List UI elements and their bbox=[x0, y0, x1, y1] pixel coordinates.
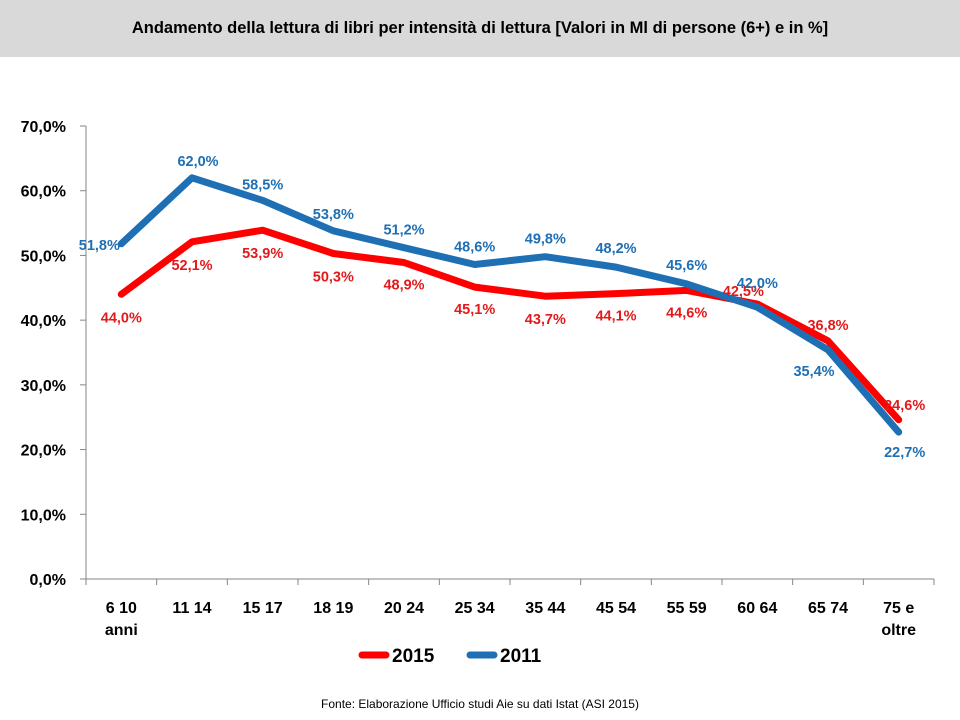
y-tick-label: 50,0% bbox=[21, 248, 66, 265]
data-label-2011: 58,5% bbox=[242, 177, 283, 193]
series-line-2011 bbox=[117, 174, 903, 436]
data-label-2015: 44,1% bbox=[595, 309, 636, 325]
x-tick-label: 35 44 bbox=[525, 600, 565, 617]
data-label-2015: 44,6% bbox=[666, 305, 707, 321]
source-note: Fonte: Elaborazione Ufficio studi Aie su… bbox=[321, 697, 639, 711]
y-tick-label: 40,0% bbox=[21, 313, 66, 330]
data-label-2011: 35,4% bbox=[793, 364, 834, 380]
series-line-2015 bbox=[117, 226, 903, 424]
chart-title: Andamento della lettura di libri per int… bbox=[131, 19, 829, 37]
data-label-2015: 50,3% bbox=[313, 269, 354, 285]
data-label-2015: 48,9% bbox=[383, 278, 424, 294]
x-tick-label: 60 64 bbox=[737, 600, 777, 617]
data-labels: 44,0% 52,1% 53,9% 50,3% 48,9% 45,1% 43,7% 44,1%… bbox=[79, 154, 926, 461]
data-label-2011: 51,8% bbox=[79, 238, 120, 254]
data-label-2011: 62,0% bbox=[177, 154, 218, 170]
data-label-2015: 43,7% bbox=[525, 312, 566, 328]
data-label-2015: 45,1% bbox=[454, 302, 495, 318]
legend: 2015 2011 bbox=[358, 646, 542, 667]
x-tick-label: 75 e oltre bbox=[881, 600, 916, 639]
x-tick-label: 25 34 bbox=[455, 600, 495, 617]
data-label-2011: 53,8% bbox=[313, 207, 354, 223]
legend-label-2011: 2011 bbox=[500, 646, 542, 667]
y-tick-label: 0,0% bbox=[30, 572, 66, 589]
data-label-2011: 22,7% bbox=[884, 445, 925, 461]
data-label-2011: 51,2% bbox=[383, 223, 424, 239]
data-label-2015: 42,5% bbox=[723, 284, 764, 300]
y-tick-label: 60,0% bbox=[21, 184, 66, 201]
y-tick-label: 10,0% bbox=[21, 507, 66, 524]
title-bar: Andamento della lettura di libri per int… bbox=[0, 0, 960, 57]
x-tick-label: 20 24 bbox=[384, 600, 424, 617]
data-label-2015: 36,8% bbox=[807, 318, 848, 334]
data-label-2011: 49,8% bbox=[525, 232, 566, 248]
data-label-2011: 48,6% bbox=[454, 239, 495, 255]
x-tick-label: 65 74 bbox=[808, 600, 848, 617]
y-tick-label: 70,0% bbox=[21, 119, 66, 136]
y-tick-label: 30,0% bbox=[21, 378, 66, 395]
x-tick-label: 6 10 anni bbox=[105, 600, 138, 639]
y-tick-label: 20,0% bbox=[21, 443, 66, 460]
chart-axes: 0,0% 10,0% 20,0% 30,0% 40,0% 50,0% 60,0% 70,0% 6… bbox=[21, 119, 935, 639]
data-label-2015: 44,0% bbox=[101, 310, 142, 326]
x-tick-label: 11 14 bbox=[172, 600, 211, 617]
data-label-2011: 45,6% bbox=[666, 258, 707, 274]
legend-label-2015: 2015 bbox=[392, 646, 435, 667]
series-lines bbox=[117, 174, 903, 436]
data-label-2015: 24,6% bbox=[884, 398, 925, 414]
data-label-2011: 48,2% bbox=[595, 241, 636, 257]
x-tick-label: 18 19 bbox=[313, 600, 353, 617]
data-label-2015: 52,1% bbox=[171, 258, 212, 274]
x-tick-label: 45 54 bbox=[596, 600, 636, 617]
line-chart: 0,0% 10,0% 20,0% 30,0% 40,0% 50,0% 60,0% 70,0% 6… bbox=[21, 119, 935, 667]
data-label-2011: 42,0% bbox=[737, 276, 778, 292]
x-tick-label: 55 59 bbox=[667, 600, 707, 617]
x-tick-label: 15 17 bbox=[243, 600, 283, 617]
data-label-2015: 53,9% bbox=[242, 246, 283, 262]
